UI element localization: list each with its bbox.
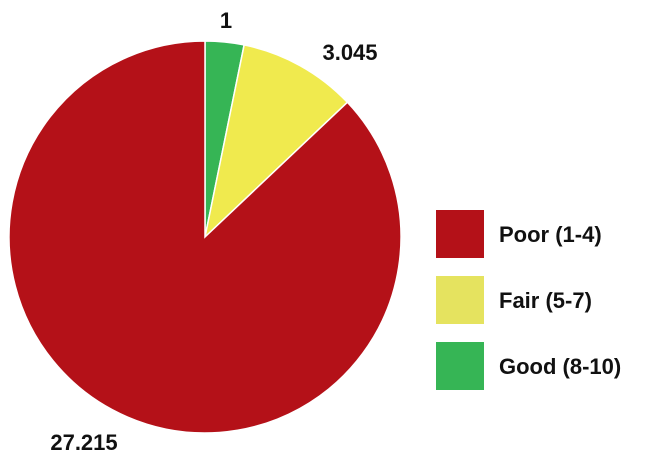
legend-swatch-fair-5-7	[436, 276, 484, 324]
data-label-good-8-10: 1	[220, 8, 232, 33]
legend-swatch-poor-1-4	[436, 210, 484, 258]
pie-slices	[8, 40, 402, 434]
legend-label-fair-5-7: Fair (5-7)	[499, 288, 592, 313]
legend: Poor (1-4) Fair (5-7) Good (8-10)	[436, 210, 621, 390]
pie-slice-poor-1-4	[8, 40, 402, 434]
data-label-poor-1-4: 27.215	[50, 430, 117, 455]
pie-slice-fair-5-7	[203, 44, 349, 240]
legend-label-poor-1-4: Poor (1-4)	[499, 222, 602, 247]
legend-label-good-8-10: Good (8-10)	[499, 354, 621, 379]
legend-swatch-good-8-10	[436, 342, 484, 390]
data-label-fair-5-7: 3.045	[322, 40, 377, 65]
pie-data-labels: 1 3.045 27.215	[50, 8, 377, 455]
